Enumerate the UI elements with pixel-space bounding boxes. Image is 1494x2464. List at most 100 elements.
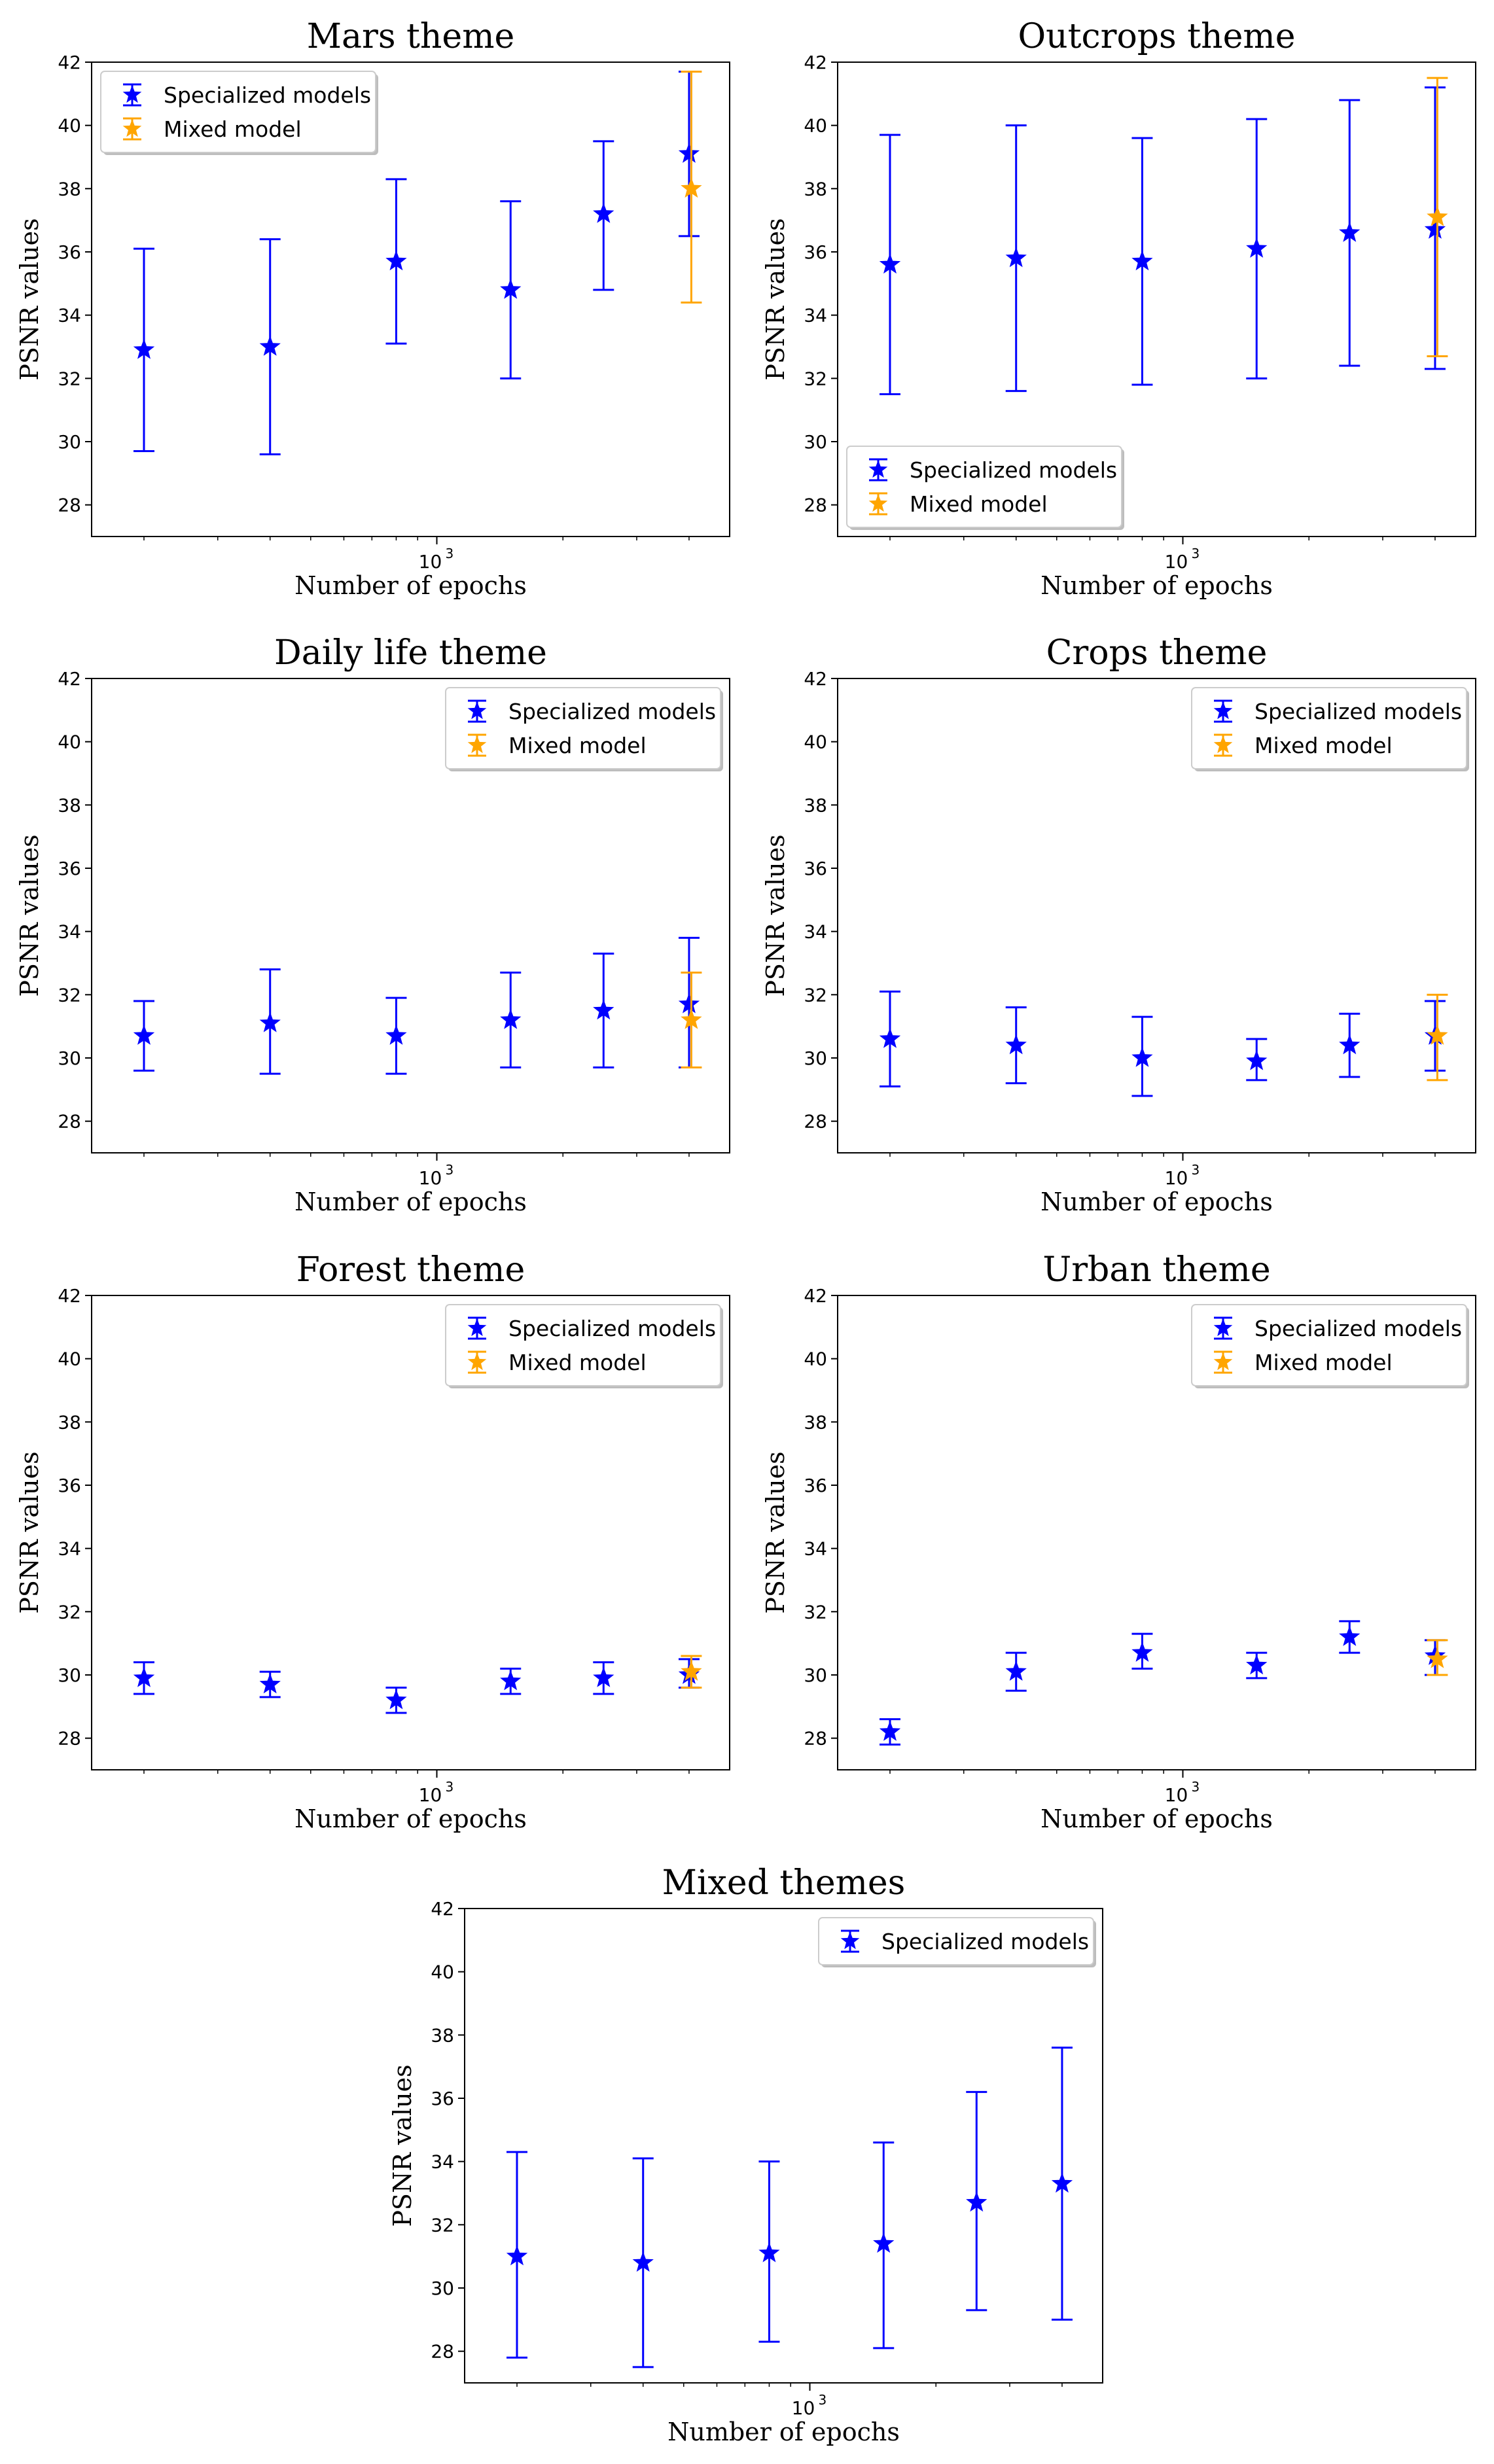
x-axis-label: Number of epochs (1040, 571, 1273, 600)
legend-star-icon (1213, 1352, 1233, 1371)
y-tick-label: 34 (431, 2151, 454, 2173)
legend-label: Mixed model (1254, 1350, 1393, 1375)
y-tick-label: 38 (431, 2024, 454, 2046)
y-tick-label: 42 (804, 1285, 827, 1307)
x-axis-label: Number of epochs (294, 1188, 527, 1216)
series-mixed-model (681, 972, 702, 1068)
data-point-star (879, 1028, 901, 1048)
series-specialized-models (879, 991, 1446, 1097)
data-point-star (1246, 1049, 1268, 1070)
chart-panel-2: Outcrops theme 28 30 32 34 36 38 40 42 10 3 Number … (761, 17, 1476, 600)
y-tick-label: 36 (804, 858, 827, 879)
y-tick-label: 28 (804, 495, 827, 516)
data-point-star (133, 1025, 155, 1045)
series-mixed-model (1427, 993, 1448, 1082)
legend: Specialized models Mixed model (846, 446, 1124, 530)
legend-label: Mixed model (164, 116, 302, 142)
y-tick-label: 36 (58, 241, 81, 263)
data-point-star (133, 338, 155, 359)
y-tick-label: 40 (431, 1962, 454, 1983)
data-point-star (506, 2245, 528, 2266)
data-point-star (1051, 2172, 1073, 2193)
chart-panel-7: Mixed themes 28 30 32 34 36 38 40 42 10 3 Number of… (388, 1863, 1103, 2446)
y-tick-label: 42 (58, 52, 81, 73)
x-axis-label: Number of epochs (1040, 1804, 1273, 1833)
chart-panel-5: Forest theme 28 30 32 34 36 38 40 42 10 3 Number of… (15, 1250, 730, 1833)
legend-star-icon (467, 735, 487, 754)
data-point-star (1131, 1047, 1153, 1067)
data-point-star (1427, 1025, 1448, 1045)
legend-star-icon (122, 119, 142, 137)
x-tick-exponent: 3 (818, 2392, 827, 2408)
legend-label: Mixed model (508, 1350, 647, 1375)
y-tick-label: 40 (804, 731, 827, 753)
legend: Specialized models Mixed model (445, 687, 723, 771)
y-tick-label: 34 (58, 1538, 81, 1560)
series-mixed-model (1427, 1639, 1448, 1676)
legend: Specialized models Mixed model (1191, 1304, 1469, 1388)
legend-star-icon (467, 1352, 487, 1371)
legend-box (445, 687, 721, 769)
y-tick-label: 32 (431, 2214, 454, 2236)
legend: Specialized models Mixed model (1191, 687, 1469, 771)
data-point-star (1339, 1626, 1361, 1646)
x-tick-label: 10 (419, 1167, 442, 1189)
x-tick-exponent: 3 (445, 1162, 454, 1178)
chart-title: Daily life theme (274, 633, 547, 673)
chart-title: Urban theme (1042, 1250, 1270, 1290)
legend-box (100, 71, 376, 153)
data-point-star (632, 2251, 654, 2272)
series-specialized-models (506, 2047, 1073, 2368)
y-tick-label: 36 (58, 858, 81, 879)
legend-label: Specialized models (881, 1929, 1089, 1954)
plot-frame (837, 62, 1476, 537)
chart-title: Outcrops theme (1018, 17, 1295, 56)
legend: Specialized models Mixed model (100, 71, 378, 155)
data-point-star (681, 1661, 702, 1681)
x-axis-label: Number of epochs (294, 571, 527, 600)
y-tick-label: 38 (804, 794, 827, 816)
y-tick-label: 30 (804, 1047, 827, 1069)
x-tick-label: 10 (792, 2397, 815, 2419)
y-tick-label: 30 (58, 431, 81, 453)
x-axis-label: Number of epochs (294, 1804, 527, 1833)
data-point-star (873, 2232, 895, 2253)
series-mixed-model (1427, 77, 1448, 357)
y-tick-label: 30 (58, 1664, 81, 1686)
plot-frame (837, 1295, 1476, 1770)
data-point-star (1131, 1642, 1153, 1662)
y-tick-label: 40 (804, 115, 827, 137)
x-axis-label: Number of epochs (1040, 1188, 1273, 1216)
y-tick-label: 40 (804, 1348, 827, 1370)
data-point-star (133, 1666, 155, 1687)
plot-frame (91, 678, 730, 1153)
data-point-star (1131, 250, 1153, 271)
chart-panel-6: Urban theme 28 30 32 34 36 38 40 42 10 3 Number of … (761, 1250, 1476, 1833)
y-tick-label: 32 (58, 984, 81, 1006)
y-axis-label: PSNR values (15, 1451, 44, 1613)
data-point-star (879, 253, 901, 274)
series-specialized-models (133, 71, 700, 455)
legend-star-icon (467, 1318, 487, 1337)
y-tick-label: 42 (58, 1285, 81, 1307)
data-point-star (500, 1670, 522, 1691)
legend-label: Specialized models (910, 457, 1117, 483)
legend-star-icon (840, 1931, 860, 1950)
legend-star-icon (122, 85, 142, 103)
x-tick-exponent: 3 (1191, 546, 1200, 561)
legend-box (445, 1304, 721, 1386)
series-mixed-model (681, 1655, 702, 1689)
x-tick-label: 10 (1165, 1784, 1188, 1806)
legend-box (846, 446, 1122, 528)
y-tick-label: 28 (804, 1111, 827, 1133)
legend-label: Specialized models (1254, 1316, 1462, 1341)
y-tick-label: 30 (804, 431, 827, 453)
chart-title: Crops theme (1046, 633, 1268, 673)
legend-star-icon (1213, 735, 1233, 754)
data-point-star (500, 1009, 522, 1029)
y-axis-label: PSNR values (15, 218, 44, 380)
legend-label: Mixed model (1254, 733, 1393, 758)
y-tick-label: 40 (58, 1348, 81, 1370)
chart-title: Mars theme (307, 17, 515, 56)
y-axis-label: PSNR values (761, 218, 790, 380)
